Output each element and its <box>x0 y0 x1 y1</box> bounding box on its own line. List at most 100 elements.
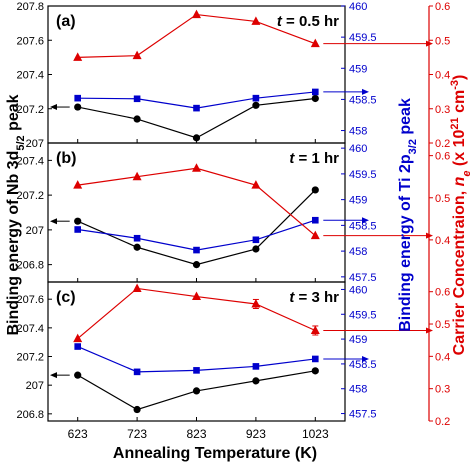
ti-axis-label: Binding energy of Ti 2p3/2 peak <box>397 98 419 332</box>
data-point-nb <box>311 94 319 103</box>
panel-annotation: t = 0.5 hr <box>277 13 339 30</box>
ti-tick-label: 457.5 <box>349 409 377 421</box>
nb-tick-label: 206.8 <box>16 409 44 421</box>
data-point-ti <box>252 363 260 370</box>
data-point-ti <box>74 343 81 350</box>
data-point-carrier <box>132 283 142 292</box>
ti-arrowhead <box>362 217 369 224</box>
data-point-carrier <box>251 16 261 25</box>
ti-arrowhead <box>362 355 369 362</box>
nb-tick-label: 207.8 <box>16 1 44 13</box>
nb-tick-label: 207 <box>26 138 44 150</box>
ti-tick-label: 458.5 <box>349 359 377 371</box>
data-point-carrier <box>310 325 320 334</box>
panel-label: (b) <box>56 150 76 167</box>
chart-panels: 207 207.2 207.4 207.6 207.8 458 458.5 459 459.5 4… <box>16 1 450 428</box>
ti-tick-label: 459.5 <box>349 169 377 181</box>
data-point-ti <box>252 94 260 102</box>
panel-3: 206.8 207 207.2 207.4 207.6 457.5 458 458.5 459 4… <box>16 281 450 428</box>
nb-tick-label: 207 <box>26 225 44 237</box>
nb-tick-label: 207.4 <box>16 70 44 82</box>
ti-tick-label: 458 <box>349 246 367 258</box>
carrier-tick-label: 0.6 <box>435 1 450 13</box>
data-point-ti <box>252 236 260 244</box>
carrier-tick-label: 0.5 <box>435 35 450 47</box>
ti-tick-label: 457.5 <box>349 272 377 284</box>
nb-tick-label: 207.6 <box>16 35 44 47</box>
data-point-ti <box>133 368 141 376</box>
data-point-nb <box>133 243 141 251</box>
data-point-ti <box>193 367 200 374</box>
data-point-ti <box>74 226 81 233</box>
data-point-ti <box>312 216 319 224</box>
data-point-ti <box>133 234 141 242</box>
data-point-nb <box>192 134 201 142</box>
nb-tick-label: 206.8 <box>16 260 44 272</box>
data-point-nb <box>192 261 201 269</box>
carrier-tick-label: 0.2 <box>435 138 450 150</box>
carrier-tick-label: 0.4 <box>435 235 450 247</box>
ti-tick-label: 459 <box>349 334 367 346</box>
carrier-tick-label: 0.4 <box>435 351 450 363</box>
carrier-arrowhead <box>426 232 433 239</box>
data-point-nb <box>74 103 82 111</box>
panel-annotation: t = 3 hr <box>289 289 339 306</box>
carrier-tick-label: 0.6 <box>435 287 450 299</box>
data-point-ti <box>133 95 141 103</box>
data-point-ti <box>312 88 319 96</box>
panel-label: (c) <box>56 289 76 306</box>
carrier-tick-label: 0.2 <box>435 416 450 428</box>
nb-tick-label: 207.2 <box>16 104 44 116</box>
carrier-tick-label: 0.5 <box>435 319 450 331</box>
data-point-nb <box>252 377 260 385</box>
panel-label: (a) <box>56 13 76 30</box>
data-point-carrier <box>132 50 142 60</box>
carrier-tick-label: 0.4 <box>435 70 450 82</box>
data-point-ti <box>193 246 200 254</box>
data-point-carrier <box>251 180 261 189</box>
ti-tick-label: 460 <box>349 143 367 155</box>
data-point-carrier <box>73 52 83 61</box>
x-tick-label: 823 <box>186 427 206 441</box>
x-tick-label: 623 <box>68 427 88 441</box>
carrier-tick-label: 0.3 <box>435 104 450 116</box>
carrier-tick-label: 0.3 <box>435 384 450 396</box>
data-point-carrier <box>192 291 201 301</box>
panel-annotation: t = 1 hr <box>289 150 339 167</box>
x-tick-label: 723 <box>127 427 147 441</box>
data-point-carrier <box>192 9 201 19</box>
data-point-carrier <box>310 38 320 48</box>
data-point-carrier <box>73 180 83 189</box>
nb-tick-label: 207.4 <box>16 155 44 167</box>
carrier-tick-label: 0.5 <box>435 193 450 205</box>
nb-tick-label: 207.2 <box>16 352 44 364</box>
data-point-nb <box>74 371 82 379</box>
data-point-ti <box>74 94 81 102</box>
ti-tick-label: 459 <box>349 195 367 207</box>
data-point-nb <box>311 186 319 194</box>
data-point-carrier <box>73 333 83 343</box>
ti-tick-label: 458.5 <box>349 220 377 232</box>
nb-tick-label: 207 <box>26 380 44 392</box>
nb-tick-label: 207.6 <box>16 294 44 306</box>
data-point-carrier <box>192 163 201 172</box>
ti-arrowhead <box>362 88 369 95</box>
ti-tick-label: 458 <box>349 384 367 396</box>
ti-tick-label: 459.5 <box>349 309 377 321</box>
panel-2: 206.8 207 207.2 207.4 457.5 458 458.5 459 459.5 4… <box>16 142 450 284</box>
data-point-nb <box>252 101 260 109</box>
nb-arrowhead <box>50 372 57 379</box>
nb-arrowhead <box>50 218 57 225</box>
ti-tick-label: 458.5 <box>349 94 377 106</box>
ti-tick-label: 460 <box>349 284 367 296</box>
data-point-nb <box>311 367 319 375</box>
data-point-nb <box>133 115 141 123</box>
x-axis: 623 723 823 923 1023 <box>68 427 329 441</box>
data-point-carrier <box>132 171 142 181</box>
nb-axis-label: Binding energy of Nb 3d5/2 peak <box>5 94 27 335</box>
carrier-tick-label: 0.6 <box>435 151 450 163</box>
nb-arrowhead <box>50 104 57 111</box>
ti-tick-label: 459 <box>349 63 367 75</box>
data-point-nb <box>133 405 141 414</box>
